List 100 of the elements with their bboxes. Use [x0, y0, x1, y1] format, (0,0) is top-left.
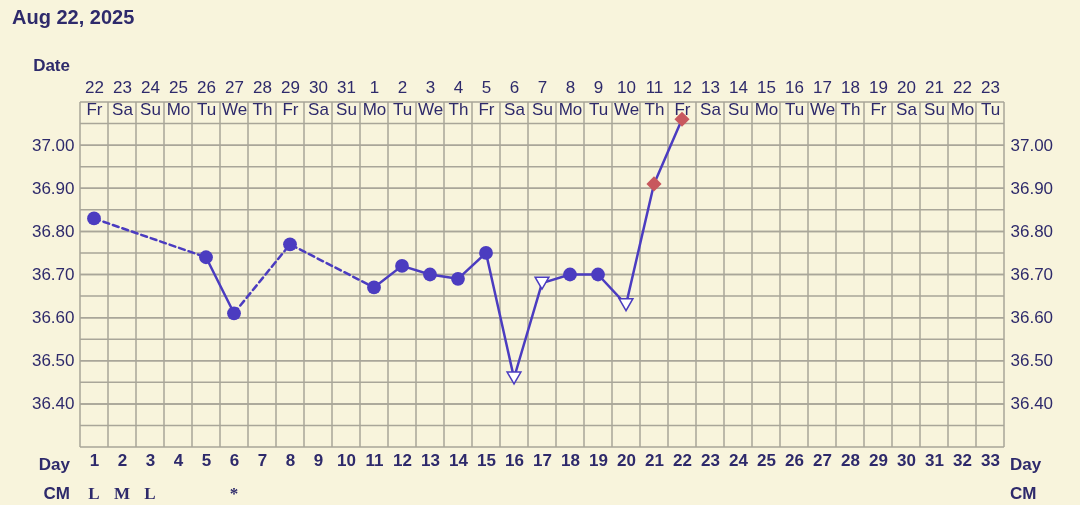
point [87, 211, 101, 226]
text: L [144, 484, 156, 503]
x-tick-label: 11 [365, 450, 384, 470]
x-tick-label: 18 [561, 450, 580, 470]
point [283, 237, 297, 252]
x2-tick-label: 23 Sa [112, 77, 134, 119]
x2-tick-label: 22 Fr [85, 77, 104, 119]
x-tick-label: 8 [285, 450, 296, 470]
x-tick-label: 3 [145, 450, 156, 470]
x-axis-title: Day [1010, 455, 1042, 474]
x2-tick-label: 3 We [417, 77, 444, 119]
x-tick-label: 4 [173, 450, 184, 470]
x-tick-label: 32 [953, 450, 972, 470]
point [646, 176, 662, 192]
y2-tick-label: 36.60 [1010, 308, 1054, 328]
x-tick-label: 31 [925, 450, 944, 470]
y-tick-label: 36.70 [31, 265, 75, 284]
text: CM [43, 484, 70, 503]
point [591, 267, 605, 282]
x2-tick-label: 21 Su [924, 77, 945, 119]
x-tick-label: 5 [201, 450, 212, 470]
x-tick-label: 28 [841, 450, 860, 470]
x-tick-label: 13 [421, 450, 440, 470]
y2-tick-label: 36.80 [1010, 221, 1054, 241]
x2-tick-label: 2 Tu [392, 77, 413, 119]
point [199, 250, 213, 265]
x2-tick-label: 12 Fr [673, 77, 692, 119]
x-tick-label: 24 [729, 450, 749, 470]
y2-tick-label: 36.50 [1010, 351, 1054, 371]
point [227, 306, 241, 321]
x-tick-label: 14 [449, 450, 469, 470]
x2-tick-label: 6 Sa [504, 77, 526, 119]
y-tick-label: 36.80 [31, 221, 75, 241]
x2-tick-label: 25 Mo [166, 77, 191, 119]
x2-tick-label: 18 Th [840, 77, 861, 119]
x2-axis-title: Date [33, 56, 70, 75]
point [506, 371, 522, 385]
text: CM [1010, 484, 1037, 503]
x-tick-label: 19 [589, 450, 608, 470]
x2-tick-label: 15 Mo [754, 77, 779, 119]
y-tick-label: 36.40 [31, 394, 75, 414]
x-tick-label: 27 [813, 450, 832, 470]
point [618, 297, 634, 312]
x2-tick-label: 4 Th [448, 77, 469, 119]
y2-tick-label: 36.40 [1010, 394, 1054, 414]
x2-tick-label: 27 We [221, 77, 248, 119]
y-tick-label: 36.90 [31, 178, 75, 198]
point [534, 276, 550, 290]
x2-tick-label: 22 Mo [950, 77, 975, 119]
x-tick-label: 15 [477, 450, 496, 470]
point [423, 267, 437, 282]
y-tick-label: 36.60 [31, 308, 75, 328]
x-tick-label: 25 [757, 450, 776, 470]
point [367, 280, 381, 295]
chart-title: Aug 22, 2025 [12, 6, 135, 28]
x2-tick-label: 1 Mo [362, 77, 387, 119]
point [395, 259, 409, 273]
x-tick-label: 6 [229, 450, 240, 470]
text: M [113, 484, 131, 503]
x-tick-label: 21 [645, 450, 664, 470]
x2-tick-label: 28 Th [252, 77, 273, 119]
x2-tick-label: 13 Sa [700, 77, 722, 119]
x2-tick-label: 31 Su [336, 77, 357, 119]
x-tick-label: 17 [533, 450, 552, 470]
x-tick-label: 9 [313, 450, 324, 470]
x-tick-label: 2 [117, 450, 128, 470]
x-tick-label: 33 [981, 450, 1000, 470]
x2-tick-label: 16 Tu [784, 77, 805, 119]
x-tick-label: 12 [393, 450, 412, 470]
x2-tick-label: 8 Mo [558, 77, 583, 119]
x2-tick-label: 17 We [809, 77, 836, 119]
x-tick-label: 26 [785, 450, 804, 470]
x-tick-label: 29 [869, 450, 888, 470]
x2-tick-label: 14 Su [728, 77, 749, 119]
x2-tick-label: 11 Th [644, 77, 665, 119]
x-tick-label: 10 [337, 450, 356, 470]
x2-tick-label: 30 Sa [308, 77, 330, 119]
text: L [88, 484, 100, 503]
y-tick-label: 37.00 [31, 135, 75, 155]
y2-tick-label: 36.90 [1010, 178, 1054, 198]
x-tick-label: 22 [673, 450, 692, 470]
y2-tick-label: 36.70 [1010, 265, 1054, 284]
point [563, 267, 577, 282]
x-tick-label: 16 [505, 450, 524, 470]
x2-tick-label: 20 Sa [896, 77, 918, 119]
text: Day [38, 455, 70, 474]
x2-tick-label: 29 Fr [281, 77, 300, 119]
text: * [229, 484, 239, 503]
x2-tick-label: 5 Fr [478, 77, 495, 119]
x2-tick-label: 24 Su [140, 77, 161, 119]
x2-tick-label: 7 Su [532, 77, 553, 119]
x2-tick-label: 19 Fr [869, 77, 888, 119]
x2-tick-label: 9 Tu [588, 77, 609, 119]
y-tick-label: 36.50 [31, 351, 75, 371]
point [479, 246, 493, 260]
x-tick-label: 20 [617, 450, 636, 470]
x2-tick-label: 23 Tu [980, 77, 1001, 119]
x2-tick-label: 26 Tu [196, 77, 217, 119]
y2-tick-label: 37.00 [1010, 135, 1054, 155]
x-tick-label: 7 [257, 450, 268, 470]
